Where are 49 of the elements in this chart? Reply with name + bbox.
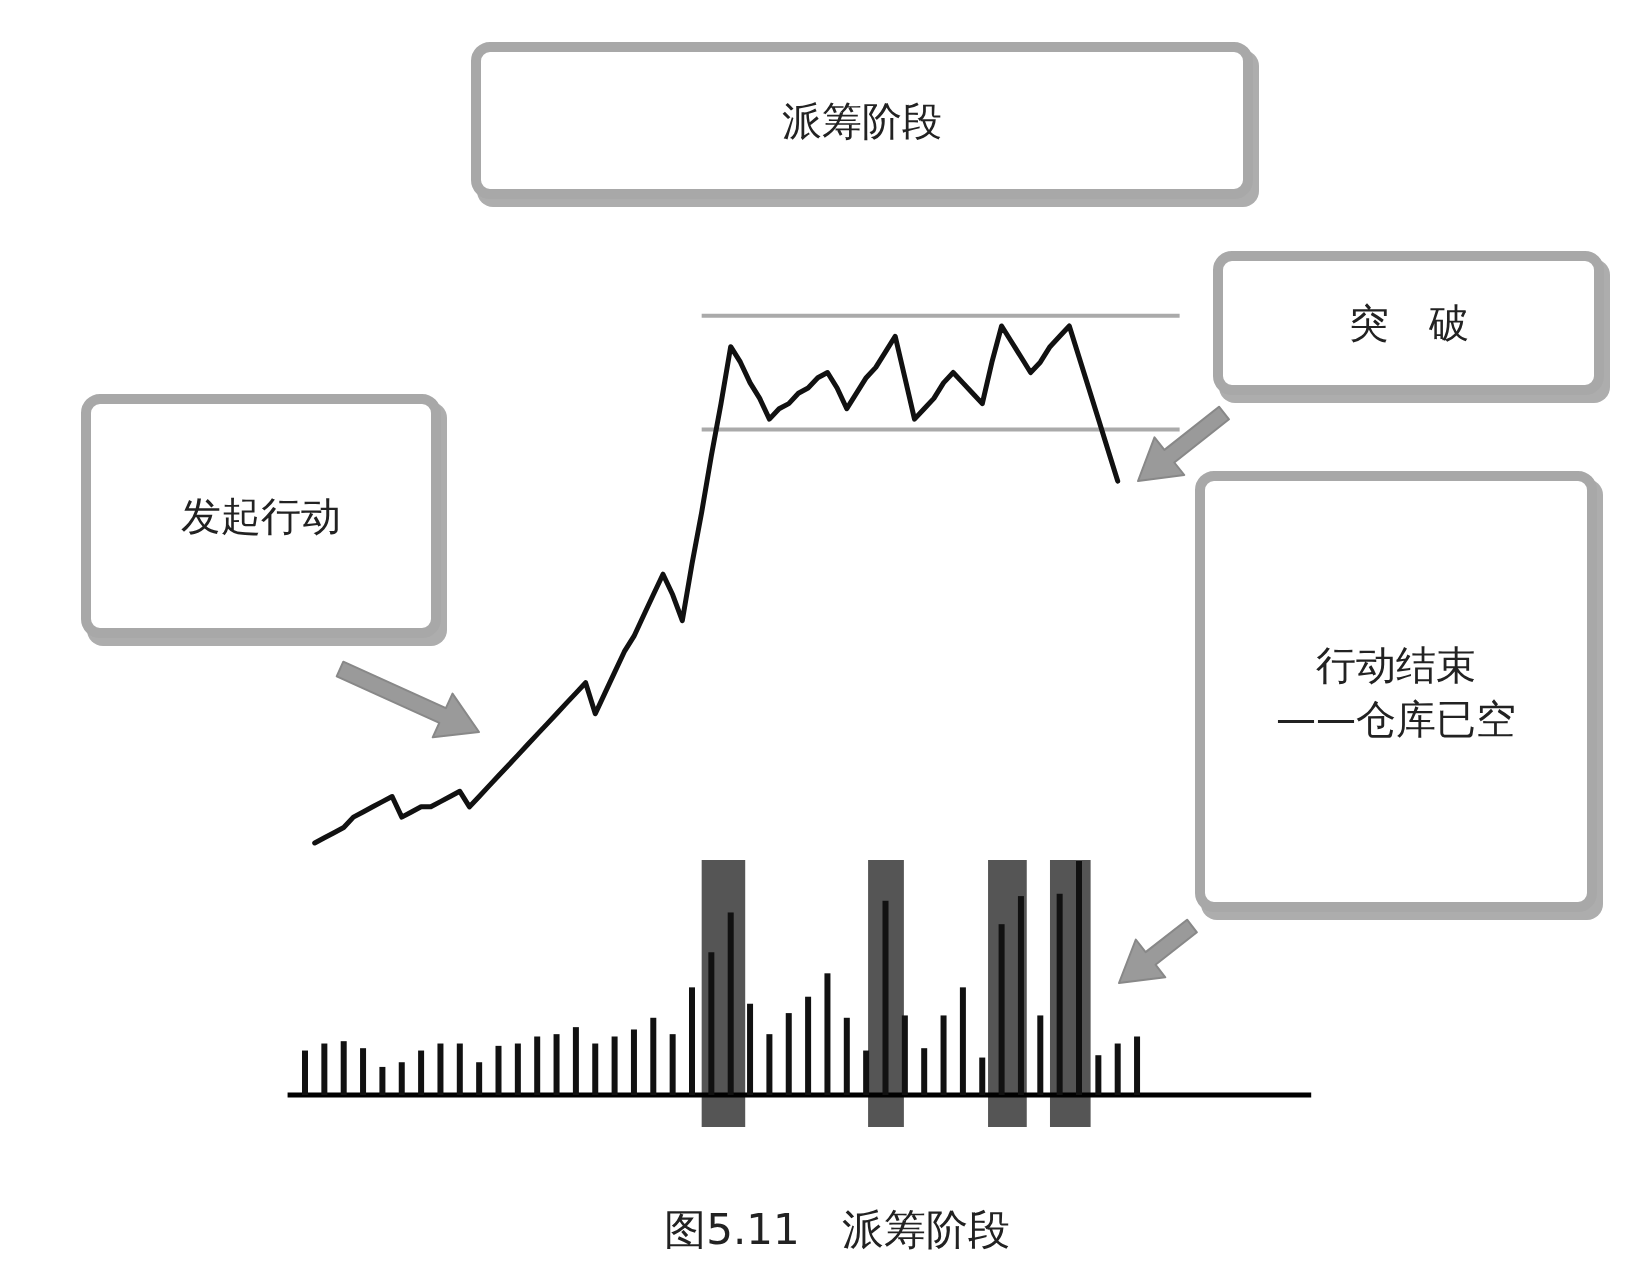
- bar: [592, 1043, 599, 1095]
- bar: [302, 1050, 308, 1095]
- bar: [940, 1015, 947, 1095]
- bar: [340, 1041, 347, 1095]
- bar: [1076, 861, 1082, 1095]
- bar: [805, 996, 812, 1095]
- text: 行动结束 ——仓库已空: [1276, 641, 1516, 742]
- bar: [1095, 1055, 1102, 1095]
- text: 突 破: [1348, 300, 1469, 346]
- bar: [1056, 893, 1063, 1095]
- bar: [863, 1050, 870, 1095]
- bar: [553, 1034, 560, 1095]
- bar: [630, 1029, 637, 1095]
- bar: [1037, 1015, 1044, 1095]
- bar: [398, 1062, 405, 1095]
- bar: [727, 912, 734, 1095]
- bar: [979, 1057, 986, 1095]
- bar: [998, 924, 1005, 1095]
- bar: [572, 1027, 579, 1095]
- bar: [785, 1013, 792, 1095]
- bar: [747, 1003, 754, 1095]
- bar: [1017, 896, 1024, 1095]
- bar: [360, 1048, 367, 1095]
- bar: [321, 1043, 328, 1095]
- bar: [901, 1015, 908, 1095]
- bar: [650, 1017, 657, 1095]
- bar: [534, 1036, 541, 1095]
- bar: [379, 1066, 386, 1095]
- bar: [514, 1043, 521, 1095]
- bar: [418, 1050, 425, 1095]
- bar: [843, 1017, 850, 1095]
- bar: [476, 1062, 483, 1095]
- bar: [689, 987, 695, 1095]
- text: 派筹阶段: [782, 97, 942, 144]
- bar: [437, 1043, 444, 1095]
- bar: [921, 1048, 928, 1095]
- bar: [611, 1036, 618, 1095]
- bar: [882, 900, 889, 1095]
- bar: [669, 1034, 676, 1095]
- bar: [456, 1043, 463, 1095]
- bar: [1114, 1043, 1121, 1095]
- bar: [824, 973, 831, 1095]
- bar: [495, 1045, 502, 1095]
- annotation: 发起行动: [181, 493, 341, 539]
- bar: [959, 987, 966, 1095]
- bar: [1134, 1036, 1141, 1095]
- text: 图5.11 派筹阶段: [664, 1204, 1010, 1254]
- bar: [708, 952, 715, 1095]
- bar: [766, 1034, 773, 1095]
